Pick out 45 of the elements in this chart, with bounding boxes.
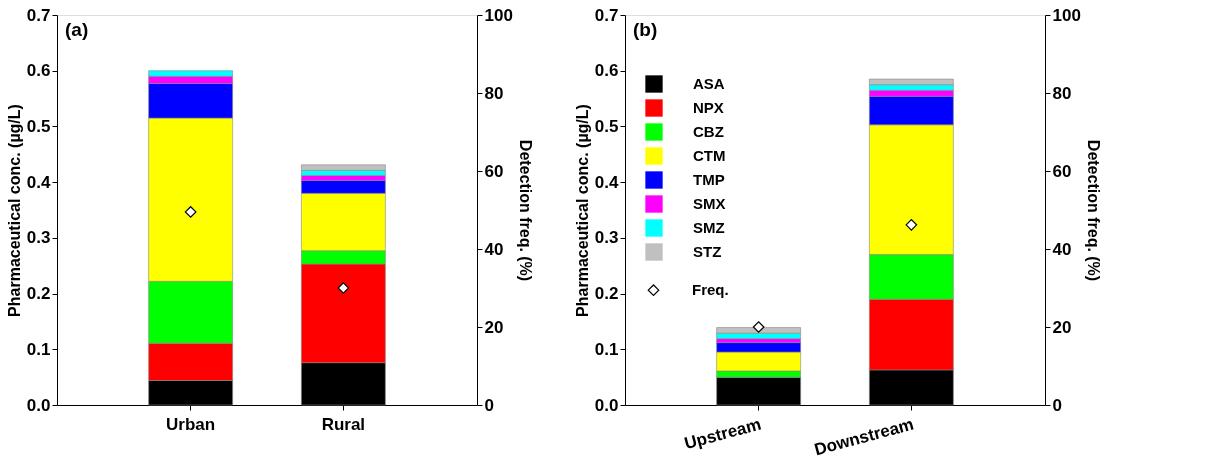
y-tick-label: 0.0 [594,395,619,415]
y2-tick-label: 60 [484,161,504,181]
annotation: (a) [65,19,89,40]
y2-tick-label: 100 [1052,5,1081,25]
y2-tick-label: 80 [484,83,504,103]
y2-tick-label: 40 [1052,239,1072,259]
y2-tick-label: 80 [1052,83,1072,103]
y-tick-label: 0.4 [594,172,620,192]
y-tick-label: 0.7 [26,5,51,25]
y-tick-label: 0.7 [594,5,619,25]
y2-tick-label: 0 [484,395,494,415]
legend-label: TMP [693,171,725,188]
y-tick-label: 0.3 [26,228,51,248]
legend-label: STZ [693,243,722,260]
y2-tick-label: 40 [484,239,504,259]
y2-tick-label: 100 [484,5,513,25]
y-tick-label: 0.6 [594,61,619,81]
legend-label: CTM [693,147,726,164]
y-tick-label: 0.2 [594,284,619,304]
x-tick-label: Urban [166,414,216,434]
annotation: (b) [633,19,658,40]
y-tick-label: 0.5 [26,116,51,136]
legend-label: NPX [693,99,724,116]
x-tick-label: Rural [321,414,366,434]
legend-label: SMX [693,195,726,212]
y2-axis-title: Detection freq. (%) [516,139,534,282]
legend-label: Freq. [692,281,729,299]
y-tick-label: 0.5 [594,116,619,136]
y-tick-label: 0.6 [26,61,51,81]
y-tick-label: 0.4 [26,172,52,192]
legend-label: ASA [693,75,725,92]
legend-label: SMZ [693,219,725,236]
y2-tick-label: 60 [1052,161,1072,181]
y-tick-label: 0.1 [594,339,619,359]
y2-tick-label: 0 [1052,395,1062,415]
y-tick-label: 0.1 [26,339,51,359]
y2-axis-title: Detection freq. (%) [1084,139,1102,282]
y-tick-label: 0.3 [594,228,619,248]
legend-label: CBZ [693,123,724,140]
y2-tick-label: 20 [1052,317,1072,337]
y-tick-label: 0.2 [26,284,51,304]
y2-tick-label: 20 [484,317,504,337]
y-axis-title: Pharmaceutical conc. (µg/L) [573,104,591,317]
y-tick-label: 0.0 [26,395,51,415]
y-axis-title: Pharmaceutical conc. (µg/L) [5,104,23,317]
